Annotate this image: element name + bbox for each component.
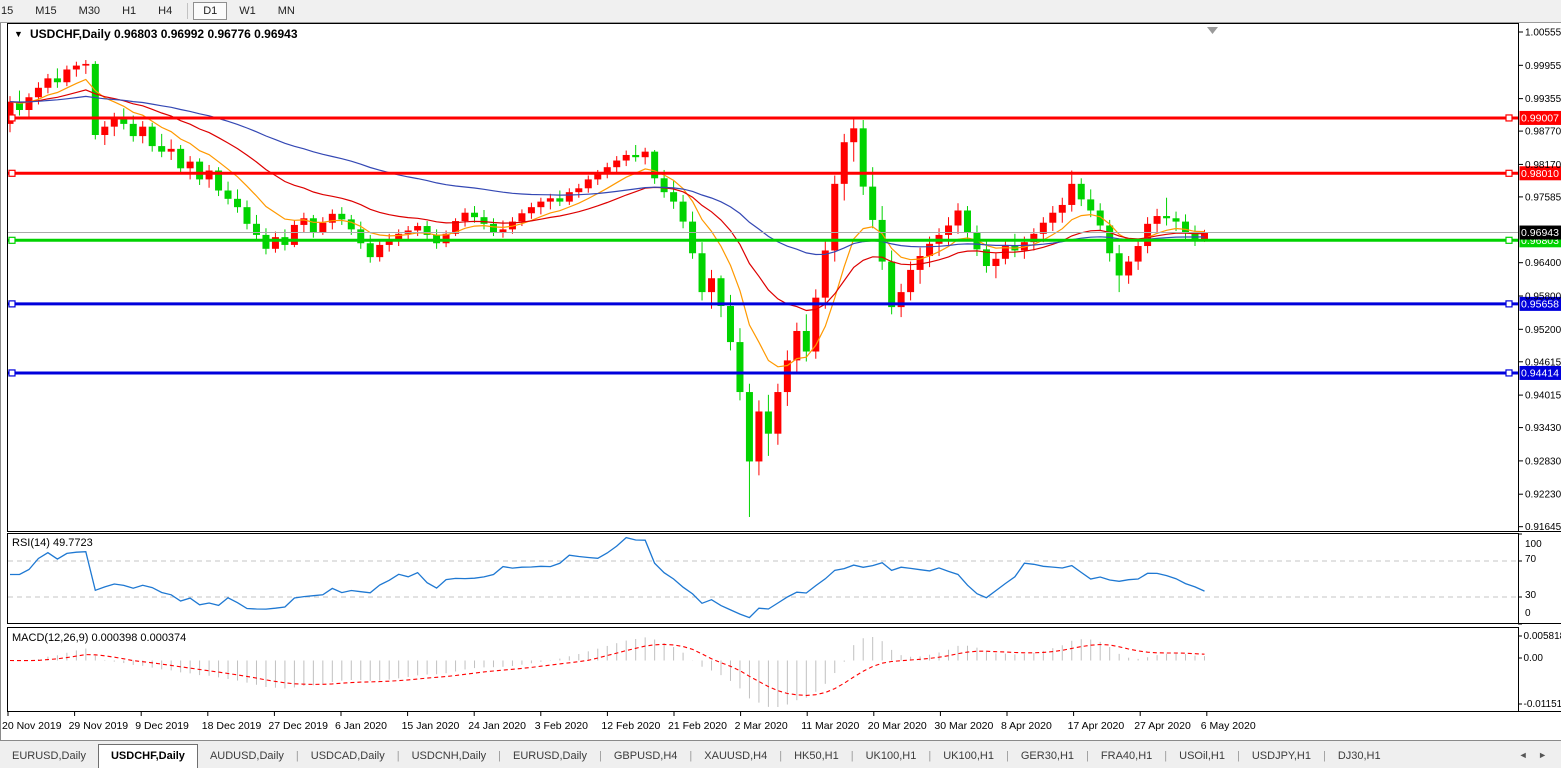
timeframe-button-M15[interactable]: M15 <box>25 2 66 20</box>
tab-FRA40-H1[interactable]: FRA40,H1 <box>1089 745 1164 768</box>
tab-USDCAD-Daily[interactable]: USDCAD,Daily <box>299 745 397 768</box>
tab-GER30-H1[interactable]: GER30,H1 <box>1009 745 1086 768</box>
timeframe-button-H1[interactable]: H1 <box>112 2 146 20</box>
rsi-tick-label: 70 <box>1525 554 1537 565</box>
tab-HK50-H1[interactable]: HK50,H1 <box>782 745 851 768</box>
price-tick-label: 0.99955 <box>1525 61 1561 72</box>
tab-scroll-arrows-icon[interactable]: ◄ ► <box>1519 750 1561 768</box>
date-label: 6 May 2020 <box>1201 720 1256 732</box>
macd-label: MACD(12,26,9) 0.000398 0.000374 <box>12 632 186 644</box>
price-tick-label: 0.94615 <box>1525 357 1561 368</box>
tab-XAUUSD-H4[interactable]: XAUUSD,H4 <box>692 745 779 768</box>
timeframe-button-H4[interactable]: H4 <box>148 2 182 20</box>
price-tick-label: 0.96400 <box>1525 258 1561 269</box>
date-label: 2 Mar 2020 <box>735 720 788 732</box>
symbol-dropdown-icon[interactable]: ▼ <box>14 29 23 39</box>
date-label: 20 Mar 2020 <box>868 720 927 732</box>
date-label: 17 Apr 2020 <box>1068 720 1125 732</box>
tab-UK100-H1[interactable]: UK100,H1 <box>854 745 929 768</box>
date-label: 27 Dec 2019 <box>268 720 328 732</box>
tab-EURUSD-Daily[interactable]: EURUSD,Daily <box>0 745 98 768</box>
macd-tick-label: -0.011514 <box>1524 699 1561 710</box>
timeframe-button-MN[interactable]: MN <box>268 2 305 20</box>
date-label: 21 Feb 2020 <box>668 720 727 732</box>
chart-title: USDCHF,Daily 0.96803 0.96992 0.96776 0.9… <box>30 27 298 41</box>
price-tick-label: 0.91645 <box>1525 522 1561 533</box>
tab-USDCNH-Daily[interactable]: USDCNH,Daily <box>400 745 499 768</box>
date-label: 12 Feb 2020 <box>601 720 660 732</box>
price-tick-label: 1.00555 <box>1525 28 1561 39</box>
price-tick-label: 0.98770 <box>1525 127 1561 138</box>
time-axis[interactable]: 20 Nov 2019 29 Nov 2019 9 Dec 2019 18 Dec 2… <box>2 712 1256 733</box>
chart-area[interactable]: 0.990070.980100.968030.956580.944140.969… <box>0 23 1561 740</box>
price-axis: 0.990070.980100.968030.956580.944140.969… <box>1518 28 1561 534</box>
tab-AUDUSD-Daily[interactable]: AUDUSD,Daily <box>198 745 296 768</box>
tab-EURUSD-Daily[interactable]: EURUSD,Daily <box>501 745 599 768</box>
date-label: 30 Mar 2020 <box>934 720 993 732</box>
svg-text:0.96943: 0.96943 <box>1521 227 1559 239</box>
price-tick-label: 0.95800 <box>1525 291 1561 302</box>
date-label: 15 Jan 2020 <box>402 720 460 732</box>
tab-USOil-H1[interactable]: USOil,H1 <box>1167 745 1237 768</box>
tab-DJ30-H1[interactable]: DJ30,H1 <box>1326 745 1393 768</box>
toolbar-separator <box>187 3 188 19</box>
rsi-tick-label: 100 <box>1525 539 1542 550</box>
svg-text:0.99007: 0.99007 <box>1521 112 1559 124</box>
date-label: 9 Dec 2019 <box>135 720 189 732</box>
price-tick-label: 0.97585 <box>1525 192 1561 203</box>
timeframe-button-W1[interactable]: W1 <box>229 2 266 20</box>
date-label: 24 Jan 2020 <box>468 720 526 732</box>
tab-GBPUSD-H4[interactable]: GBPUSD,H4 <box>602 745 690 768</box>
rsi-label: RSI(14) 49.7723 <box>12 537 93 549</box>
rsi-tick-label: 30 <box>1525 590 1537 601</box>
price-tick-label: 0.94015 <box>1525 391 1561 402</box>
date-label: 6 Jan 2020 <box>335 720 387 732</box>
macd-panel[interactable] <box>8 628 1519 712</box>
price-tick-label: 0.92830 <box>1525 456 1561 467</box>
timeframe-button-M30[interactable]: M30 <box>69 2 110 20</box>
date-label: 20 Nov 2019 <box>2 720 62 732</box>
price-tick-label: 0.93430 <box>1525 423 1561 434</box>
main-chart-panel[interactable] <box>8 24 1519 532</box>
tab-UK100-H1[interactable]: UK100,H1 <box>931 745 1006 768</box>
macd-tick-label: 0.005818 <box>1524 631 1561 642</box>
date-label: 18 Dec 2019 <box>202 720 262 732</box>
price-tick-label: 0.92230 <box>1525 490 1561 501</box>
date-label: 27 Apr 2020 <box>1134 720 1191 732</box>
tab-USDJPY-H1[interactable]: USDJPY,H1 <box>1240 745 1323 768</box>
price-tick-label: 0.99355 <box>1525 94 1561 105</box>
price-tick-label: 0.98170 <box>1525 160 1561 171</box>
timeframe-button-D1[interactable]: D1 <box>193 2 227 20</box>
date-label: 3 Feb 2020 <box>535 720 588 732</box>
macd-tick-label: 0.00 <box>1524 653 1544 664</box>
date-label: 11 Mar 2020 <box>801 720 859 732</box>
rsi-tick-label: 0 <box>1525 608 1531 619</box>
timeframe-button-15[interactable]: 15 <box>0 2 23 20</box>
tab-USDCHF-Daily[interactable]: USDCHF,Daily <box>98 744 198 768</box>
svg-text:0.94414: 0.94414 <box>1521 367 1559 379</box>
rsi-panel[interactable] <box>8 534 1519 624</box>
date-label: 29 Nov 2019 <box>69 720 129 732</box>
price-tick-label: 0.95200 <box>1525 325 1561 336</box>
date-label: 8 Apr 2020 <box>1001 720 1052 732</box>
